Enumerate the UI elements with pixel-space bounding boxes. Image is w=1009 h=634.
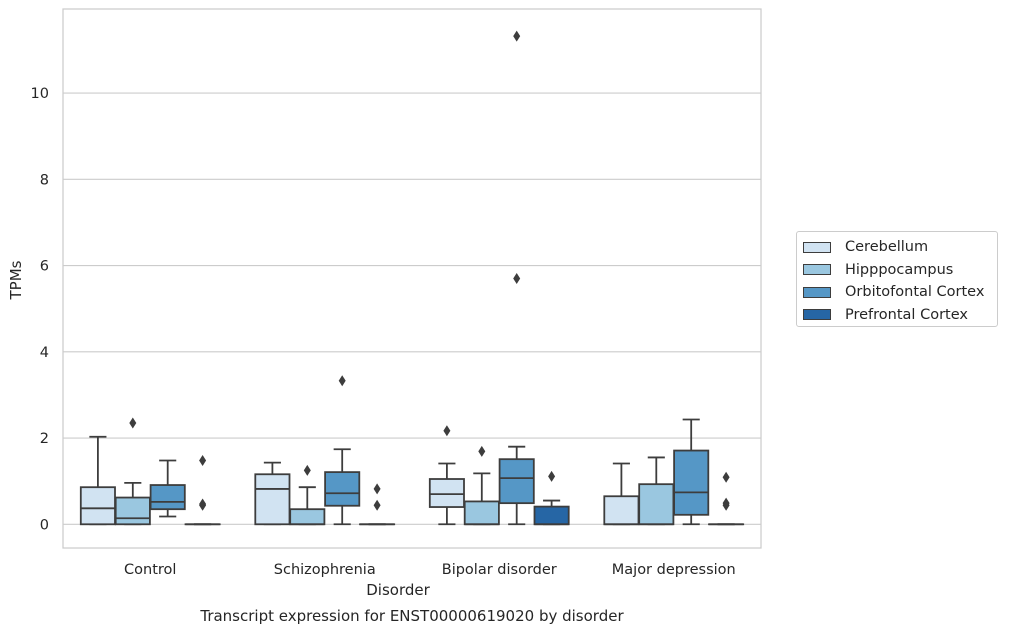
box-body [149, 484, 186, 511]
chart-caption: Transcript expression for ENST0000061902… [200, 607, 624, 625]
box-body [289, 508, 326, 526]
box-hipppocampus [463, 445, 500, 526]
box-body [428, 478, 465, 508]
legend: Cerebellum Hipppocampus Orbitofontal Corte… [796, 231, 998, 327]
outlier-point [478, 445, 486, 457]
outlier-point [513, 30, 521, 42]
box-orbitofontal-cortex [149, 459, 186, 518]
outlier-point [373, 499, 381, 511]
outlier-point [548, 470, 556, 482]
x-tick-label: Schizophrenia [274, 562, 376, 578]
outlier-point [199, 498, 207, 510]
legend-item: Prefrontal Cortex [803, 304, 997, 327]
x-tick-label: Control [124, 562, 176, 578]
legend-swatch [803, 241, 831, 253]
box-body [603, 495, 640, 526]
outlier-point [129, 417, 137, 429]
box-cerebellum [428, 425, 465, 526]
box-body [673, 449, 710, 516]
y-tick-label: 6 [40, 259, 49, 275]
y-axis-label: TPMs [7, 260, 25, 300]
outlier-point [513, 273, 521, 284]
outlier-point [338, 375, 346, 387]
legend-swatch [803, 286, 831, 298]
box-orbitofontal-cortex [324, 375, 361, 526]
box-hipppocampus [114, 417, 151, 526]
x-tick-label: Major depression [612, 562, 736, 578]
legend-label: Cerebellum [845, 239, 929, 256]
box-prefrontal-cortex [708, 471, 745, 526]
box-body [114, 496, 151, 526]
box-hipppocampus [638, 456, 675, 526]
legend-label: Orbitofontal Cortex [845, 284, 985, 301]
y-tick-labels: 0 2 4 6 8 10 [31, 86, 49, 533]
box-body [79, 486, 116, 526]
y-tick-label: 4 [40, 345, 49, 361]
legend-item: Orbitofontal Cortex [803, 281, 997, 304]
box-plot-marks [79, 30, 745, 526]
box-body [324, 471, 361, 507]
y-tick-label: 10 [31, 86, 49, 102]
outlier-point [443, 425, 451, 437]
box-prefrontal-cortex [359, 483, 396, 526]
box-body [533, 505, 570, 526]
legend-label: Hipppocampus [845, 261, 954, 278]
box-prefrontal-cortex [533, 470, 570, 526]
box-body [498, 458, 535, 505]
box-cerebellum [254, 461, 291, 526]
legend-swatch [803, 309, 831, 321]
box-orbitofontal-cortex [673, 418, 710, 526]
outlier-point [373, 483, 381, 495]
y-tick-label: 2 [40, 431, 49, 447]
box-prefrontal-cortex [184, 454, 221, 526]
box-body [638, 483, 675, 526]
y-tick-label: 8 [40, 172, 49, 188]
legend-item: Hipppocampus [803, 259, 997, 282]
legend-item: Cerebellum [803, 236, 997, 259]
box-cerebellum [603, 462, 640, 526]
x-axis-label: Disorder [366, 581, 430, 599]
y-tick-label: 0 [40, 517, 49, 533]
box-orbitofontal-cortex [498, 30, 535, 526]
box-hipppocampus [289, 464, 326, 526]
legend-swatch [803, 264, 831, 276]
outlier-point [199, 454, 207, 466]
outlier-point [303, 464, 311, 476]
x-tick-labels: Control Schizophrenia Bipolar disorder Majo… [124, 562, 736, 578]
legend-label: Prefrontal Cortex [845, 306, 968, 323]
plot-frame [62, 8, 762, 549]
box-body [463, 500, 500, 526]
box-body [254, 473, 291, 526]
outlier-point [722, 497, 730, 509]
box-cerebellum [79, 435, 116, 526]
outlier-point [722, 471, 730, 483]
x-tick-label: Bipolar disorder [442, 562, 557, 578]
